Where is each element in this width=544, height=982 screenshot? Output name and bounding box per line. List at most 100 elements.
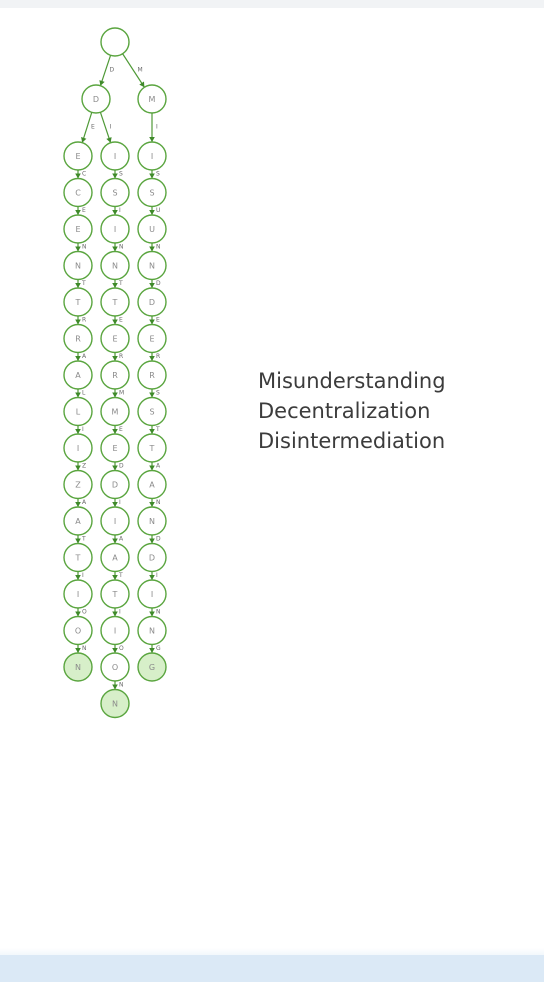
edge-misunderstanding-10-arrowhead [149, 502, 155, 507]
edge-disintermediation-0-arrowhead [106, 137, 112, 143]
trie-node-misunderstanding-7-letter: S [149, 408, 154, 417]
edge-decentralization-2-label: E [82, 207, 86, 214]
trie-node-disintermediation-15 [100, 688, 130, 719]
edge-misunderstanding-14-label: G [156, 645, 161, 652]
trie-node-decentralization-12-letter: I [77, 590, 79, 599]
edge-misunderstanding-11-label: D [156, 535, 161, 542]
edge-misunderstanding-6-label: R [156, 353, 160, 360]
edge-decentralization-1-arrowhead [75, 173, 81, 179]
edge-disintermediation-11-arrowhead [112, 538, 118, 544]
edge-disintermediation-9-arrowhead [112, 465, 118, 471]
edge-misunderstanding-5-arrowhead [149, 319, 155, 325]
edge-decentralization-12-label: I [82, 572, 84, 579]
edge-decentralization-3-arrowhead [75, 246, 81, 252]
trie-node-misunderstanding-12-letter: I [151, 590, 153, 599]
edge-misunderstanding-0-label: I [156, 124, 158, 131]
edge-disintermediation-13-label: I [119, 608, 121, 615]
edge-misunderstanding-4-arrowhead [149, 283, 155, 288]
edge-decentralization-10-label: A [82, 499, 87, 506]
trie-node-misunderstanding-2-letter: U [149, 225, 155, 234]
edge-decentralization-5-arrowhead [75, 319, 81, 325]
edge-misunderstanding-2-label: U [156, 207, 160, 214]
trie-node-misunderstanding-1-letter: S [149, 189, 154, 198]
edge-misunderstanding-9-arrowhead [149, 465, 155, 471]
edge-misunderstanding-6-arrowhead [149, 356, 155, 361]
edge-disintermediation-0-label: I [110, 124, 112, 131]
edge-decentralization-11-arrowhead [75, 538, 81, 544]
edge-disintermediation-15-label: N [119, 681, 124, 688]
edge-misunderstanding-5-label: E [156, 316, 160, 323]
trie-node-decentralization-13-letter: O [75, 627, 81, 636]
edge-disintermediation-3-arrowhead [112, 246, 118, 252]
trie-node-disintermediation-9-letter: D [112, 481, 118, 490]
trie-node-disintermediation-12-letter: T [112, 590, 118, 599]
edge-decentralization-8-arrowhead [75, 429, 81, 434]
trie-node-misunderstanding-11-letter: D [149, 554, 155, 563]
trie-node-misunderstanding-5-letter: E [149, 335, 154, 344]
edge-disintermediation-12-label: T [118, 572, 123, 579]
edge-disintermediation-4-arrowhead [112, 283, 118, 288]
edge-decentralization-7-arrowhead [75, 392, 81, 398]
edge-disintermediation-8-arrowhead [112, 429, 118, 434]
edge-misunderstanding-1-label: S [156, 170, 160, 177]
trie-node-decentralization-9-letter: Z [75, 481, 81, 490]
edge-disintermediation-5-arrowhead [112, 319, 118, 325]
trie-node-decentralization-5-letter: R [75, 335, 81, 344]
trie-node-disintermediation-0-letter: I [114, 152, 116, 161]
edge-misunderstanding-8-arrowhead [149, 429, 155, 434]
trie-node-disintermediation-6-letter: R [112, 371, 118, 380]
edge-misunderstanding-10-label: N [156, 499, 161, 506]
trie-node-d-letter: D [93, 95, 99, 104]
edge-misunderstanding-2-arrowhead [149, 210, 155, 215]
edge-disintermediation-8-label: E [119, 426, 123, 433]
edge-decentralization-9-label: Z [82, 462, 86, 469]
trie-node-decentralization-8-letter: I [77, 444, 79, 453]
edge-decentralization-0-label: E [91, 124, 95, 131]
trie-node-disintermediation-1-letter: S [112, 189, 117, 198]
trie-node-misunderstanding-3-letter: N [149, 262, 155, 271]
edge-decentralization-13-label: O [82, 608, 87, 615]
edge-decentralization-5-label: R [82, 316, 86, 323]
edge-decentralization-6-label: A [82, 353, 87, 360]
edge-disintermediation-6-arrowhead [112, 356, 118, 361]
edge-misunderstanding-0-arrowhead [149, 137, 155, 142]
trie-node-misunderstanding-0-letter: I [151, 152, 153, 161]
trie-root-node [100, 27, 130, 57]
edge-decentralization-14-label: N [82, 645, 87, 652]
edge-misunderstanding-12-label: I [156, 572, 158, 579]
edge-disintermediation-13-arrowhead [112, 611, 118, 617]
trie-node-misunderstanding-14-letter: G [149, 663, 155, 672]
edge-misunderstanding-7-arrowhead [149, 392, 155, 398]
edge-root-m-label: M [138, 67, 143, 74]
edge-disintermediation-15-arrowhead [112, 684, 118, 690]
edge-disintermediation-1-arrowhead [112, 173, 118, 179]
edge-decentralization-6-arrowhead [75, 356, 81, 361]
trie-node-decentralization-6-letter: A [75, 371, 81, 380]
trie-node-decentralization-4-letter: T [75, 298, 81, 307]
word-decentralization: Decentralization [258, 399, 431, 423]
trie-node-misunderstanding-9-letter: A [149, 481, 155, 490]
edge-disintermediation-2-arrowhead [112, 210, 118, 215]
edge-misunderstanding-8-label: T [155, 426, 160, 433]
edge-decentralization-7-label: L [82, 389, 86, 396]
edge-decentralization-4-label: T [81, 280, 86, 287]
edge-decentralization-4-arrowhead [75, 283, 81, 288]
edge-misunderstanding-1-arrowhead [149, 173, 155, 179]
trie-node-decentralization-14 [63, 652, 93, 682]
edge-decentralization-10-arrowhead [75, 502, 81, 507]
edge-root-d-label: D [110, 67, 115, 74]
edge-disintermediation-12-arrowhead [112, 575, 118, 580]
edge-decentralization-11-label: T [81, 535, 86, 542]
trie-node-disintermediation-3-letter: N [112, 262, 118, 271]
trie-node-disintermediation-13-letter: I [114, 627, 116, 636]
trie-node-disintermediation-10-letter: I [114, 517, 116, 526]
trie-node-d [81, 84, 111, 114]
edge-misunderstanding-13-arrowhead [149, 611, 155, 617]
edge-misunderstanding-7-label: S [156, 389, 160, 396]
edge-decentralization-8-label: I [82, 426, 84, 433]
edge-disintermediation-7-arrowhead [112, 392, 118, 398]
edge-disintermediation-11-label: A [119, 535, 124, 542]
edge-decentralization-1-label: C [82, 170, 86, 177]
trie-node-misunderstanding-13-letter: N [149, 627, 155, 636]
